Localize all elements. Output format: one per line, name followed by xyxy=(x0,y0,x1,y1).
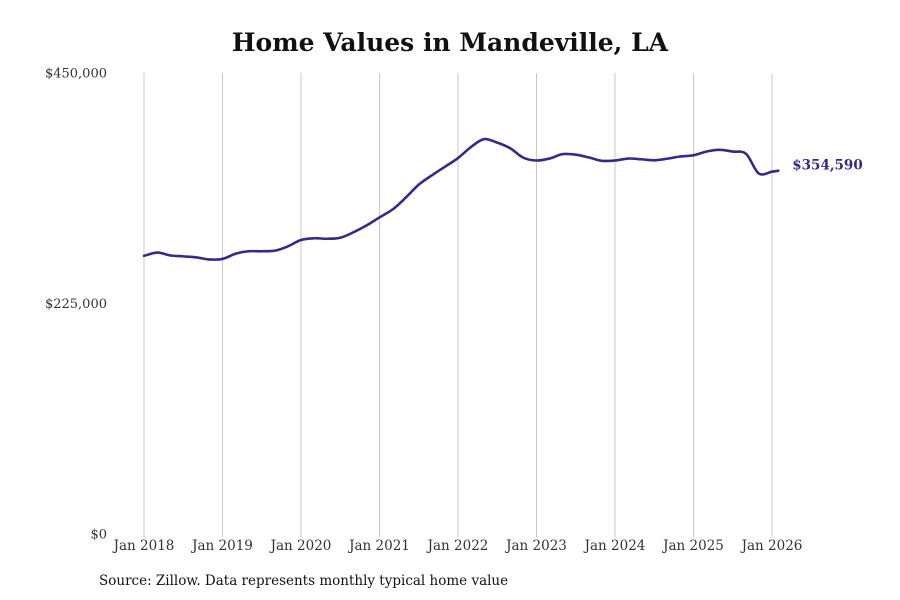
x-axis-ticks: Jan 2018 Jan 2019 Jan 2020 Jan 2021 Jan 2022… xyxy=(112,538,803,554)
x-tick-label: Jan 2025 xyxy=(661,538,724,554)
y-tick-label: $225,000 xyxy=(45,297,107,312)
chart-title: Home Values in Mandeville, LA xyxy=(231,28,669,57)
x-tick-label: Jan 2026 xyxy=(740,538,803,554)
x-tick-label: Jan 2023 xyxy=(504,538,567,554)
x-tick-label: Jan 2020 xyxy=(269,538,332,554)
x-tick-label: Jan 2018 xyxy=(112,538,175,554)
y-axis-ticks: $0 $225,000 $450,000 xyxy=(45,67,107,543)
x-tick-label: Jan 2022 xyxy=(426,538,489,554)
x-tick-label: Jan 2021 xyxy=(347,538,410,554)
y-tick-label: $450,000 xyxy=(45,67,107,82)
gridlines xyxy=(143,73,773,537)
end-value-label: $354,590 xyxy=(792,158,862,174)
x-tick-label: Jan 2019 xyxy=(190,538,253,554)
series-layer: $354,590 xyxy=(142,137,863,261)
source-note: Source: Zillow. Data represents monthly … xyxy=(99,573,509,589)
x-tick-label: Jan 2024 xyxy=(583,538,646,554)
y-tick-label: $0 xyxy=(90,528,107,543)
series-line xyxy=(142,137,780,261)
